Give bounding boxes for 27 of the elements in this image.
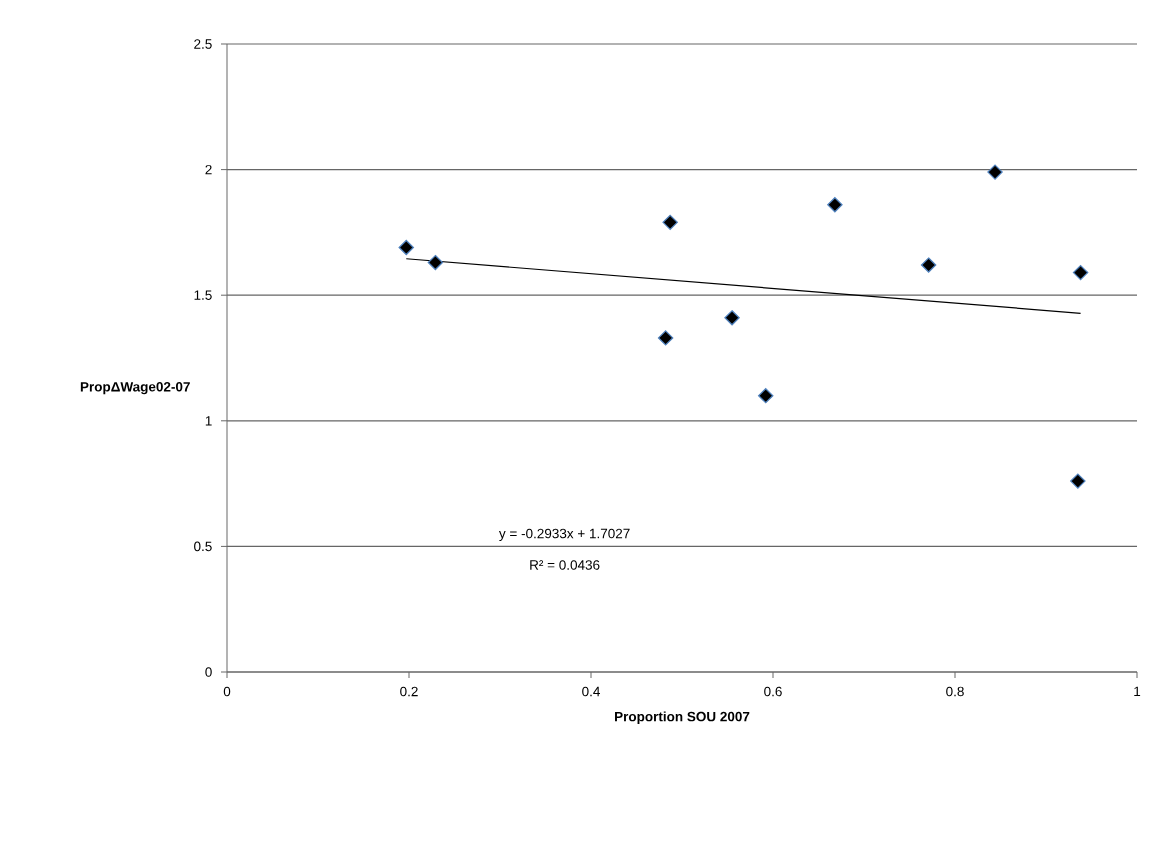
y-tick-label: 1.5 (194, 290, 212, 300)
y-tick-label: 1 (205, 416, 212, 426)
x-tick-label: 0.8 (946, 686, 964, 697)
y-tick-label: 2.5 (194, 39, 212, 49)
x-tick-label: 0.4 (582, 686, 600, 697)
point (827, 197, 843, 213)
annotation: y = -0.2933x + 1.7027 (498, 528, 630, 541)
x-axis-title: Proportion SOU 2007 (615, 711, 750, 725)
point (987, 164, 1003, 180)
point (1070, 473, 1086, 489)
point (724, 310, 740, 326)
x-tick-label: 1 (1134, 686, 1141, 696)
annotation: R² = 0.0436 (530, 560, 600, 570)
point (427, 254, 444, 271)
y-tick-label: 2 (205, 164, 212, 175)
y-tick-label: 0 (205, 667, 212, 677)
y-tick-label: 0.5 (194, 541, 212, 552)
y-axis-title: PropΔWage02-07 (80, 382, 190, 395)
point (757, 388, 774, 404)
point (920, 257, 937, 273)
x-tick-label: 0.6 (764, 686, 782, 697)
point (1072, 264, 1089, 281)
point (657, 330, 674, 346)
point (398, 239, 415, 256)
x-tick-label: 0 (223, 686, 231, 697)
point (662, 214, 678, 230)
x-tick-label: 0.2 (400, 686, 418, 697)
